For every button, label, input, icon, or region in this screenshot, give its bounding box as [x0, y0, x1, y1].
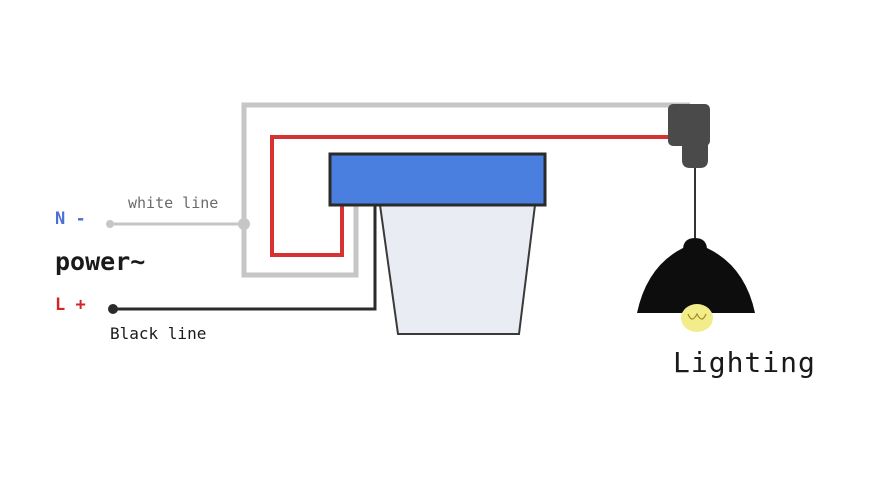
pendant-lamp-icon — [637, 168, 755, 332]
black-line-label: Black line — [110, 324, 207, 343]
connector-top — [668, 104, 710, 146]
black-wire — [113, 206, 377, 311]
red-wire — [270, 135, 670, 257]
white-wire-return — [241, 206, 359, 278]
white-wire-start-node — [106, 220, 114, 228]
lamp-shade-top — [683, 238, 707, 250]
photocell-sensor-icon — [328, 152, 547, 335]
white-wire-junction-node — [238, 218, 250, 230]
bulb-icon — [681, 304, 713, 332]
white-wire-loop — [241, 102, 690, 224]
live-label: L + — [55, 295, 86, 315]
black-wire-start-node — [108, 304, 118, 314]
neutral-label: N - — [55, 209, 86, 229]
power-label: power∼ — [55, 247, 146, 276]
wire-connector-icon — [668, 104, 710, 168]
bulb-filament — [687, 312, 707, 320]
lamp-shade — [637, 248, 755, 313]
lighting-label: Lighting — [673, 346, 816, 379]
connector-bottom — [682, 140, 708, 168]
sensor-cap — [328, 152, 547, 207]
sensor-body — [378, 204, 537, 335]
white-line-label: white line — [128, 194, 219, 212]
